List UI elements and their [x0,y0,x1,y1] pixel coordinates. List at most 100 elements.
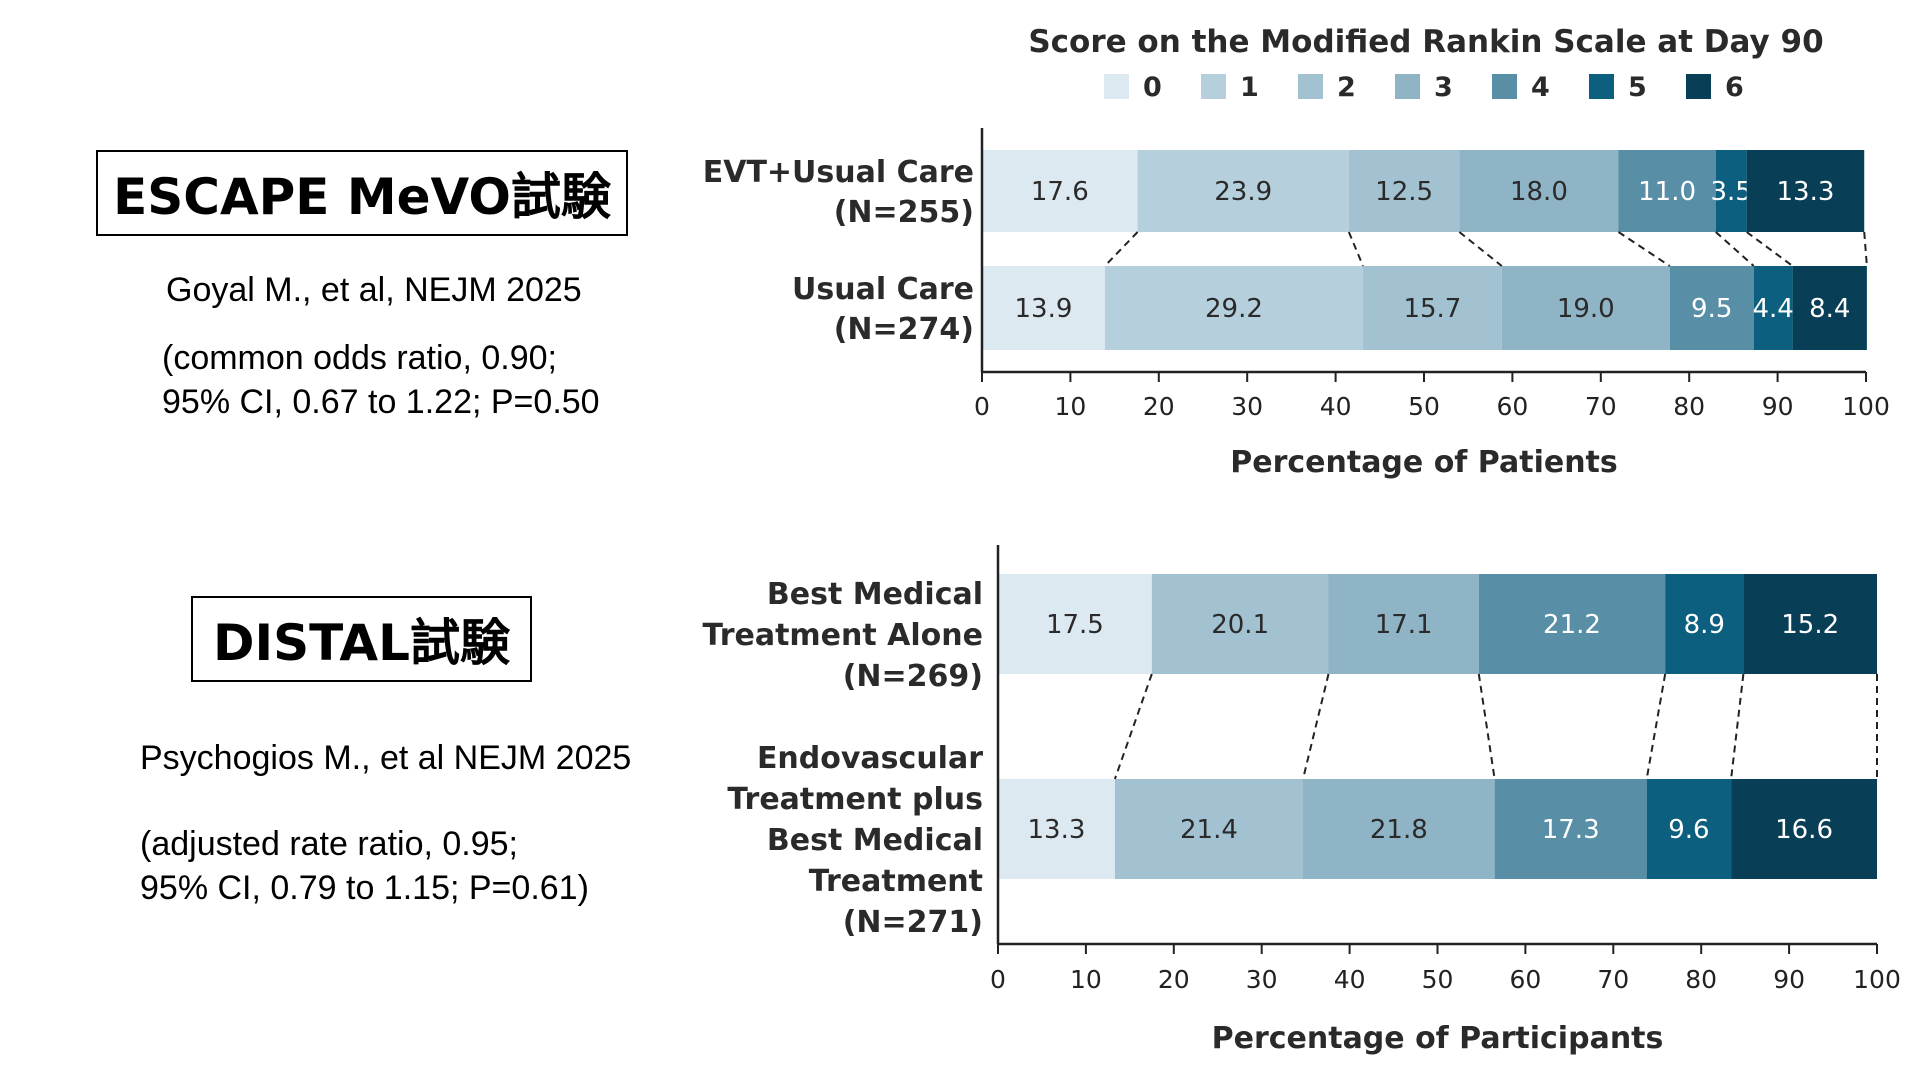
chart2-row2-bar-segment [1494,779,1647,879]
chart1-row1-bar-segment [1459,150,1619,232]
chart1-row2-bar-segment [1792,266,1867,350]
chart1-x-tick-label: 0 [974,392,990,421]
chart1-title: Score on the Modified Rankin Scale at Da… [1028,24,1823,60]
chart2-row2-label-line: Best Medical [767,823,983,858]
chart2-connector-line [1302,673,1330,780]
chart2-x-tick-label: 10 [1070,965,1102,994]
chart1-x-tick-label: 70 [1585,392,1617,421]
trial1-title-box: ESCAPE MeVO試験 [96,150,628,236]
chart2-x-tick-label: 90 [1773,965,1805,994]
trial2-title: DISTAL試験 [213,614,510,672]
chart2-row2-value-label: 21.8 [1370,815,1428,845]
chart2-row1-bar-segment [1328,574,1479,674]
trial2-stats-line1: (adjusted rate ratio, 0.95; [140,825,519,863]
chart2-row1-bar-segment [1478,574,1666,674]
chart1-row2-bar-segment [1363,266,1502,350]
chart1-x-tick-label: 40 [1320,392,1352,421]
trial1-citation: Goyal M., et al, NEJM 2025 [166,271,582,309]
chart2-connector-line [1645,673,1667,780]
trial1-stats-line2: 95% CI, 0.67 to 1.22; P=0.50 [162,383,600,421]
chart1-connector-line [1104,231,1139,267]
legend-swatch-4 [1492,74,1517,99]
chart1-connector-line [1746,231,1794,267]
chart1-row1-label-line: (N=255) [834,195,974,230]
chart1-row1-bar-segment [1618,150,1716,232]
chart2-row2-value-label: 17.3 [1542,815,1600,845]
chart2-row1-value-label: 17.5 [1046,610,1104,640]
chart1-row2-bar-segment [1501,266,1670,350]
trial2-stats-line2: 95% CI, 0.79 to 1.15; P=0.61) [140,869,589,907]
chart2-row2-label-line: Endovascular [757,741,983,776]
chart1-row1-value-label: 13.3 [1777,177,1835,207]
chart2-x-tick-label: 40 [1334,965,1366,994]
chart1-row2-value-label: 13.9 [1014,294,1072,324]
chart2-row1-value-label: 8.9 [1684,610,1725,640]
chart1-row2-bar-segment [1669,266,1754,350]
chart1-row2-label-line: Usual Care [792,272,974,307]
chart2-row1-bar-segment [1665,574,1744,674]
chart1-x-tick-label: 100 [1842,392,1890,421]
legend-label-2: 2 [1337,72,1356,103]
chart1-row2-label-line: (N=274) [834,312,974,347]
chart2-row2-value-label: 21.4 [1180,815,1238,845]
chart2-row2-label-line: Treatment plus [727,782,983,817]
legend-swatch-3 [1395,74,1420,99]
chart2-row1-label-line: (N=269) [843,659,983,694]
chart2-row2-value-label: 16.6 [1775,815,1833,845]
chart1-x-tick-label: 30 [1231,392,1263,421]
chart2-row2-label-line: Treatment [809,864,983,899]
chart1-connector-line [1347,231,1364,267]
legend-swatch-1 [1201,74,1226,99]
chart1-row1-bar-segment [1746,150,1865,232]
chart1-row1-value-label: 23.9 [1214,177,1272,207]
chart2-row1-bar-segment [1743,574,1877,674]
chart1-row2-bar-segment [1753,266,1793,350]
chart2-x-tick-label: 20 [1158,965,1190,994]
chart2-row1-bar-segment [998,574,1152,674]
chart2-row1-label-line: Treatment Alone [703,618,983,653]
chart2-row2-bar-segment [1303,779,1495,879]
chart2-connector-line [1477,673,1496,780]
trial2-title-box: DISTAL試験 [191,596,532,682]
chart1-x-tick-label: 10 [1054,392,1086,421]
chart2-x-tick-label: 0 [990,965,1006,994]
chart2-connector-line [1730,673,1745,780]
chart2-x-tick-label: 30 [1246,965,1278,994]
chart2-row2-value-label: 13.3 [1028,815,1086,845]
chart2-x-tick-label: 80 [1685,965,1717,994]
chart2-row2-bar-segment [998,779,1115,879]
chart1-row2-value-label: 8.4 [1809,294,1850,324]
chart1-row1-bar-segment [1715,150,1747,232]
chart2-row2-value-label: 9.6 [1668,815,1709,845]
legend-label-4: 4 [1531,72,1550,103]
chart1-connector-line [1715,231,1755,267]
chart2-row1-value-label: 17.1 [1375,610,1433,640]
legend-swatch-6 [1686,74,1711,99]
legend-label-5: 5 [1628,72,1647,103]
chart1-row2-value-label: 9.5 [1691,294,1732,324]
chart2-row1-value-label: 21.2 [1543,610,1601,640]
chart1-row1-value-label: 17.6 [1031,177,1089,207]
chart1-row1-value-label: 3.5 [1711,177,1752,207]
chart1-x-tick-label: 20 [1143,392,1175,421]
chart2-x-tick-label: 50 [1422,965,1454,994]
chart1-connector-line [1458,231,1503,267]
chart1-row2-value-label: 15.7 [1403,294,1461,324]
chart1-row1-label-line: EVT+Usual Care [703,155,974,190]
chart1-row1-value-label: 12.5 [1375,177,1433,207]
chart1-x-tick-label: 60 [1496,392,1528,421]
chart1-row2-bar-segment [982,266,1105,350]
chart1-row2-bar-segment [1104,266,1364,350]
chart1-connector-line [1617,231,1671,267]
chart2-x-axis-title: Percentage of Participants [1212,1021,1664,1056]
chart1-connector-line [1863,231,1868,267]
legend-swatch-5 [1589,74,1614,99]
chart1-row2-value-label: 19.0 [1557,294,1615,324]
legend-label-0: 0 [1143,72,1162,103]
chart2-x-tick-label: 70 [1597,965,1629,994]
chart1-x-axis-title: Percentage of Patients [1230,445,1618,480]
chart1-x-tick-label: 80 [1673,392,1705,421]
chart1-row2-value-label: 4.4 [1753,294,1794,324]
chart2-row2-label-line: (N=271) [843,905,983,940]
